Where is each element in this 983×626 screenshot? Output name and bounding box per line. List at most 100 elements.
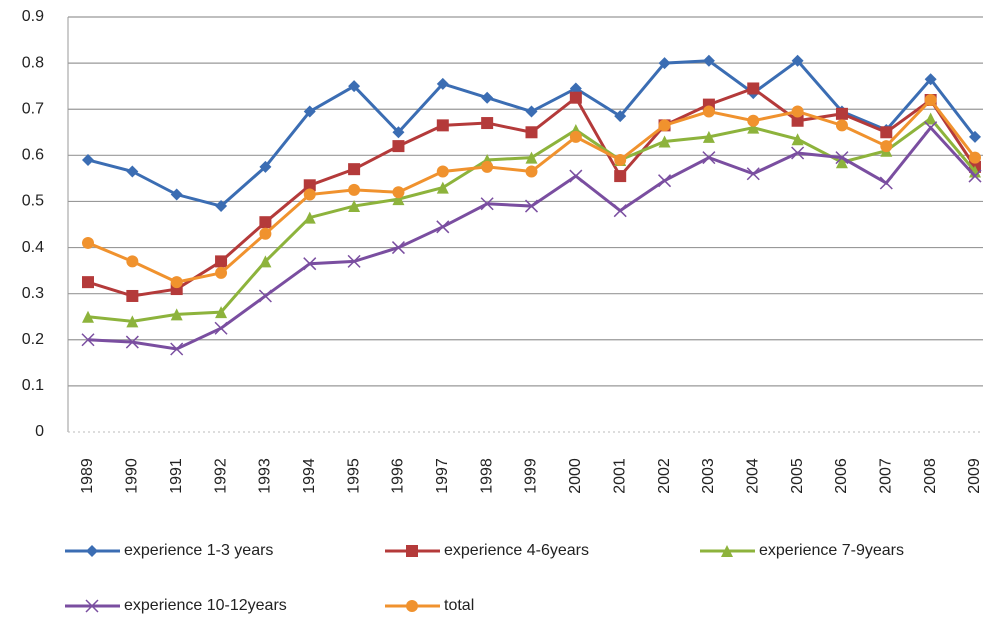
marker: [924, 112, 937, 125]
x-tick-label: 1993: [257, 458, 274, 494]
x-tick-label: 2008: [922, 458, 939, 494]
marker: [259, 255, 272, 268]
x-tick-label: 2000: [567, 458, 584, 494]
marker: [702, 54, 715, 67]
marker: [480, 197, 494, 211]
marker: [924, 94, 937, 106]
marker: [524, 199, 539, 213]
marker: [658, 174, 672, 188]
marker: [614, 170, 627, 183]
marker: [258, 289, 272, 303]
marker: [747, 121, 760, 134]
x-tick-label: 1995: [345, 458, 362, 494]
y-tick-label: 0.9: [22, 8, 44, 25]
marker: [348, 200, 361, 213]
marker: [879, 176, 893, 190]
x-tick-label: 1989: [79, 458, 96, 494]
marker: [215, 266, 228, 279]
marker: [924, 73, 937, 86]
y-tick-label: 0.4: [22, 239, 44, 256]
marker: [82, 236, 94, 249]
marker: [747, 114, 760, 127]
x-tick-label: 1999: [523, 458, 540, 494]
x-tick-label: 1996: [390, 458, 407, 494]
marker: [259, 160, 272, 173]
marker: [924, 121, 938, 135]
y-tick-label: 0.1: [22, 377, 44, 394]
marker: [126, 165, 139, 178]
marker: [658, 119, 671, 132]
marker: [835, 151, 849, 165]
marker: [569, 169, 583, 183]
marker: [81, 333, 95, 347]
legend-marker: [721, 545, 733, 557]
marker: [880, 126, 893, 139]
marker: [215, 200, 228, 213]
y-tick-label: 0.7: [22, 100, 44, 117]
marker: [880, 140, 893, 153]
marker: [170, 188, 183, 201]
marker: [303, 257, 317, 271]
marker: [658, 135, 671, 148]
legend-label: experience 4-6years: [444, 542, 589, 559]
marker: [569, 82, 582, 95]
marker: [436, 165, 449, 178]
marker: [392, 193, 405, 206]
marker: [126, 289, 139, 302]
marker: [525, 151, 538, 164]
y-tick-label: 0.6: [22, 147, 44, 164]
x-tick-label: 2004: [744, 458, 761, 494]
marker: [436, 181, 449, 194]
marker: [82, 153, 94, 166]
legend-marker: [86, 545, 98, 557]
legend: experience 1-3 years experience 4-6years e…: [65, 542, 904, 614]
marker: [82, 310, 94, 323]
marker: [215, 306, 228, 319]
marker: [126, 255, 139, 268]
marker: [702, 130, 715, 143]
marker: [170, 308, 183, 321]
marker: [303, 179, 316, 192]
marker: [392, 186, 405, 199]
marker: [126, 315, 139, 328]
marker: [702, 151, 716, 165]
marker: [348, 183, 361, 196]
marker: [481, 91, 494, 104]
y-tick-label: 0.5: [22, 193, 44, 210]
legend-label: experience 7-9years: [759, 542, 904, 559]
x-tick-label: 1990: [124, 458, 141, 494]
marker: [436, 220, 450, 234]
marker: [835, 156, 848, 169]
x-tick-label: 1998: [478, 458, 495, 494]
marker: [436, 77, 449, 90]
marker: [968, 169, 982, 183]
marker: [391, 241, 405, 255]
marker: [614, 153, 627, 166]
marker: [658, 57, 671, 70]
marker: [392, 140, 405, 153]
marker: [791, 105, 804, 118]
marker: [835, 107, 848, 120]
marker: [746, 167, 760, 181]
marker: [569, 130, 582, 143]
marker: [348, 163, 361, 176]
marker: [614, 110, 627, 123]
x-tick-label: 2009: [966, 458, 983, 494]
x-tick-label: 2005: [789, 458, 806, 494]
marker: [525, 126, 538, 139]
marker: [525, 165, 538, 178]
marker: [791, 133, 804, 146]
marker: [82, 276, 94, 289]
marker: [170, 276, 183, 289]
marker: [259, 216, 272, 229]
marker: [259, 227, 272, 240]
legend-marker: [85, 599, 99, 613]
marker: [969, 130, 981, 143]
legend-label: experience 1-3 years: [124, 542, 273, 559]
marker: [835, 119, 848, 132]
marker: [303, 211, 316, 224]
y-tick-label: 0: [35, 423, 44, 440]
x-tick-label: 2001: [611, 458, 628, 494]
y-tick-label: 0.2: [22, 331, 44, 348]
